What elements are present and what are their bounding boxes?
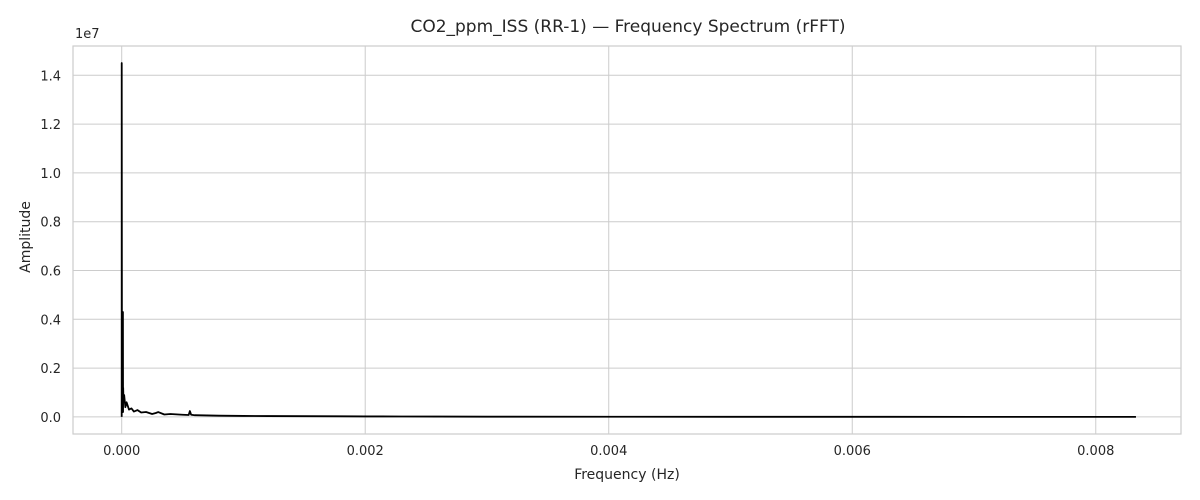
x-tick-labels: 0.000 0.002 0.004 0.006 0.008 [103, 444, 1114, 459]
y-tick-label: 0.4 [40, 313, 61, 328]
y-tick-labels: 0.0 0.2 0.4 0.6 0.8 1.0 1.2 1.4 [40, 69, 61, 426]
y-tick-label: 1.2 [40, 118, 61, 133]
x-tick-label: 0.006 [834, 444, 871, 459]
x-axis-label: Frequency (Hz) [574, 467, 680, 483]
y-axis-label: Amplitude [18, 201, 34, 273]
y-tick-label: 0.6 [40, 265, 61, 280]
x-tick-label: 0.004 [590, 444, 627, 459]
y-tick-label: 0.0 [40, 411, 61, 426]
x-tick-label: 0.008 [1077, 444, 1114, 459]
spectrum-line [120, 62, 1136, 418]
y-tick-label: 1.0 [40, 167, 61, 182]
chart-title: CO2_ppm_ISS (RR-1) — Frequency Spectrum … [410, 17, 845, 37]
x-tick-label: 0.000 [103, 444, 140, 459]
y-tick-label: 1.4 [40, 69, 61, 84]
y-tick-label: 0.2 [40, 362, 61, 377]
y-scale-label: 1e7 [75, 27, 100, 42]
plot-frame [72, 45, 1182, 435]
y-tick-label: 0.8 [40, 216, 61, 231]
grid-lines [73, 46, 1181, 434]
x-tick-label: 0.002 [347, 444, 384, 459]
series-layer [120, 62, 1136, 418]
